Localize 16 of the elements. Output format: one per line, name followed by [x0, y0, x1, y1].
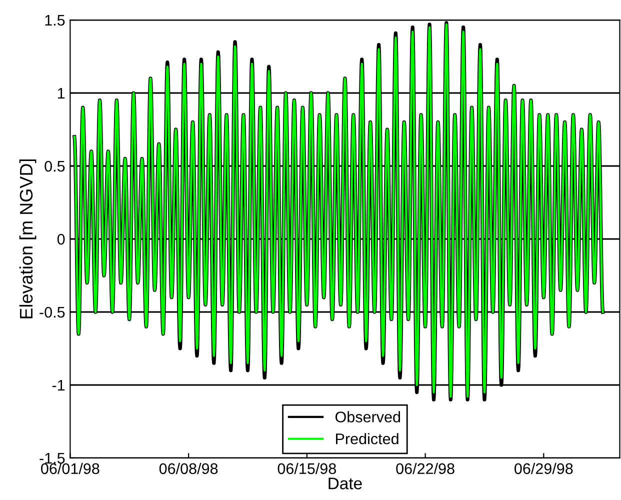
- y-tick-label: -1.5: [40, 453, 65, 464]
- legend-label: Predicted: [336, 433, 398, 444]
- y-tick-label: 1: [58, 88, 65, 99]
- y-tick-label: -1: [52, 380, 65, 391]
- x-tick-label: 06/29/98: [514, 462, 573, 474]
- y-tick-label: 0.5: [44, 160, 65, 172]
- y-tick-label: 1.5: [45, 15, 65, 26]
- x-tick-label: 06/08/98: [159, 462, 218, 474]
- y-axis-title: Elevation [m NGVD]: [19, 160, 36, 318]
- x-tick-label: 06/15/98: [278, 462, 336, 474]
- y-tick-label: -0.5: [40, 306, 65, 318]
- x-tick-label: 06/22/98: [396, 462, 454, 474]
- y-tick-label: 0: [57, 234, 65, 245]
- x-tick-label: 06/01/98: [41, 462, 100, 474]
- legend-label: Observed: [335, 411, 400, 422]
- x-axis-title: Date: [328, 478, 362, 490]
